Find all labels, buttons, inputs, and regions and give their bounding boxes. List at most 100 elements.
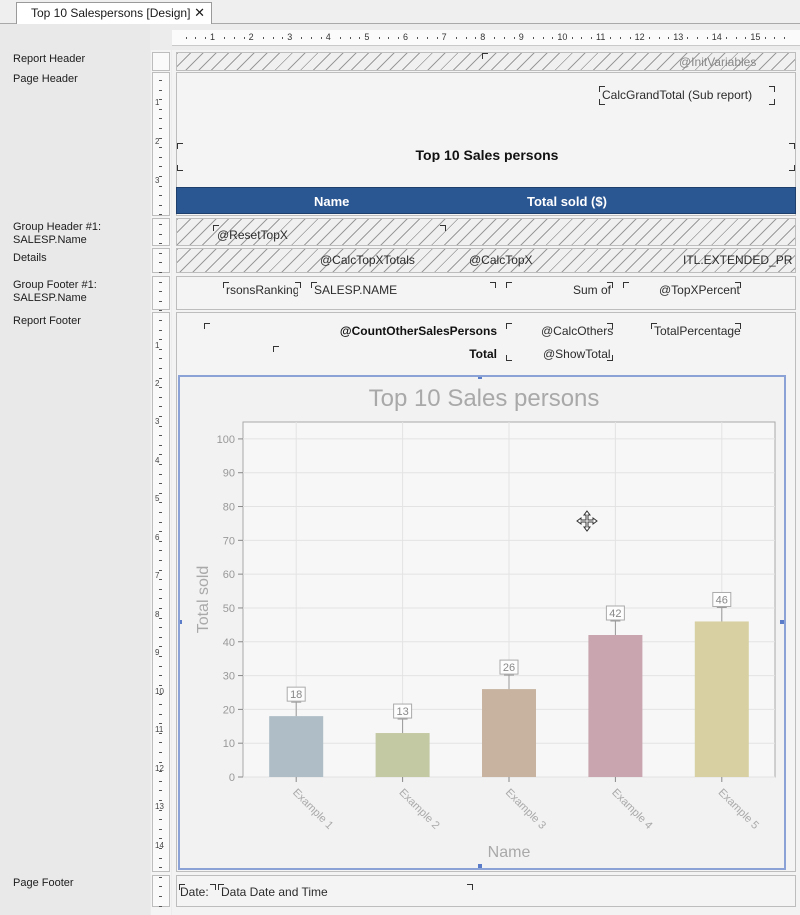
field-corner-marker (213, 225, 219, 231)
field-extended-price[interactable]: ITL.EXTENDED_PRICE (683, 253, 793, 267)
ruler-number: 9 (518, 32, 524, 42)
ruler-tick (159, 588, 162, 590)
ruler-tick (159, 771, 162, 773)
field-corner-marker (210, 884, 216, 890)
column-header-bar[interactable]: Name Total sold ($) (176, 187, 796, 214)
field-data-date-time[interactable]: Data Date and Time (221, 885, 328, 899)
section-label-report-header[interactable]: Report Header (13, 53, 86, 65)
ruler-tick (571, 37, 573, 39)
field-calc-others[interactable]: @CalcOthers (541, 324, 614, 338)
band-group-header[interactable]: @ResetTopX (176, 218, 796, 246)
section-label-group-footer[interactable]: Group Footer #1: SALESP.Name (13, 279, 97, 304)
x-tick-label: Example 5 (716, 787, 761, 832)
chart-title: Top 10 Sales persons (368, 385, 600, 412)
field-show-total[interactable]: @ShowTotal (543, 347, 611, 361)
ruler-tick (159, 425, 162, 427)
field-count-other-salespersons[interactable]: @CountOtherSalesPersons (339, 324, 497, 338)
column-header-total-sold[interactable]: Total sold ($) (527, 194, 607, 209)
data-label: 26 (503, 662, 515, 674)
column-header-name[interactable]: Name (314, 194, 350, 209)
field-total-percentage[interactable]: TotalPercentage (654, 324, 741, 338)
chart-object[interactable]: Top 10 Sales persons 0 10 20 30 40 50 60 70 80 90… (178, 375, 786, 870)
ruler-number: 7 (441, 32, 447, 42)
ruler-number: 12 (634, 32, 645, 42)
ruler-number: 11 (155, 725, 164, 734)
field-persons-ranking[interactable]: rsonsRanking (226, 283, 298, 297)
ruler-number: 10 (155, 687, 164, 696)
ruler-tick (159, 675, 162, 677)
data-label-box (605, 605, 625, 621)
ruler-tick (159, 867, 162, 869)
ruler-tick (224, 37, 226, 39)
field-date-label[interactable]: Date: (180, 885, 209, 899)
y-tick-label: 100 (217, 434, 235, 446)
ruler-tick (159, 838, 162, 840)
ruler-number: 3 (155, 417, 160, 426)
tab-report-design[interactable]: Top 10 Salespersons [Design] ✕ (16, 2, 212, 24)
ruler-tick (159, 396, 162, 398)
close-icon[interactable]: ✕ (194, 5, 205, 20)
field-calc-topx-totals[interactable]: @CalcTopXTotals (320, 253, 415, 267)
ruler-tick (159, 387, 162, 389)
ruler-segment-details (152, 248, 170, 273)
ruler-number: 14 (711, 32, 722, 42)
data-label-box (393, 703, 413, 719)
field-corner-marker (467, 884, 473, 890)
field-init-variables[interactable]: @InitVariables (679, 55, 757, 69)
ruler-tick (159, 704, 162, 705)
ruler-number: 5 (364, 32, 370, 42)
ruler-number: 6 (155, 533, 160, 542)
field-corner-marker (218, 884, 224, 890)
band-page-footer[interactable]: Date: Data Date and Time (176, 875, 796, 907)
field-topx-percent[interactable]: @TopXPercent (659, 283, 740, 297)
data-label: 42 (609, 608, 621, 620)
field-total-label[interactable]: Total (469, 347, 497, 361)
section-label-page-header[interactable]: Page Header (13, 73, 78, 85)
ruler-tick (159, 377, 162, 379)
vertical-ruler: 1 2 3 1 2 3 4 5 6 7 8 9 10 11 12 13 14 (151, 50, 171, 915)
field-corner-marker (607, 355, 613, 361)
ruler-tick (159, 569, 162, 571)
section-label-report-footer[interactable]: Report Footer (13, 315, 81, 327)
field-corner-marker (440, 225, 446, 231)
ruler-tick (159, 118, 162, 120)
ruler-tick (159, 214, 162, 216)
section-label-details[interactable]: Details (13, 252, 47, 264)
field-salesp-name[interactable]: SALESP.NAME (314, 283, 398, 297)
field-corner-marker (789, 143, 795, 149)
field-corner-marker (607, 282, 613, 288)
ruler-tick (159, 291, 162, 293)
field-calc-topx[interactable]: @CalcTopX (469, 253, 533, 267)
section-label-page-footer[interactable]: Page Footer (13, 877, 74, 889)
ruler-number: 13 (155, 802, 164, 811)
report-title[interactable]: Top 10 Sales persons (415, 148, 559, 162)
field-corner-marker (295, 282, 301, 288)
field-sum-of[interactable]: Sum of (573, 283, 612, 297)
band-report-header[interactable]: @InitVariables (176, 52, 796, 71)
bar (694, 621, 749, 777)
band-details[interactable]: @CalcTopXTotals @CalcTopX ITL.EXTENDED_P… (176, 248, 796, 273)
ruler-tick (159, 300, 162, 302)
section-label-group-header[interactable]: Group Header #1: SALESP.Name (13, 221, 102, 246)
ruler-tick (159, 329, 162, 331)
field-calc-grand-total[interactable]: CalcGrandTotal (Sub report) (602, 88, 753, 102)
ruler-tick (465, 37, 467, 39)
ruler-tick (159, 473, 162, 475)
ruler-tick (159, 243, 162, 245)
ruler-tick (159, 99, 162, 101)
ruler-segment-page-header (152, 72, 170, 216)
ruler-tick (513, 37, 515, 39)
band-group-footer[interactable]: rsonsRanking SALESP.NAME Sum of @TopXPer… (176, 276, 796, 310)
ruler-tick (745, 37, 747, 39)
ruler-tick (774, 37, 776, 39)
ruler-number: 8 (480, 32, 486, 42)
y-axis-title: Total sold (195, 566, 212, 634)
ruler-tick (619, 37, 621, 39)
ruler-number: 9 (155, 648, 160, 657)
field-corner-marker (599, 86, 605, 92)
y-tick-label: 60 (223, 569, 235, 581)
field-reset-topx[interactable]: @ResetTopX (217, 228, 288, 242)
ruler-tick (159, 128, 162, 129)
ruler-number: 13 (673, 32, 684, 42)
ruler-tick (320, 37, 322, 39)
